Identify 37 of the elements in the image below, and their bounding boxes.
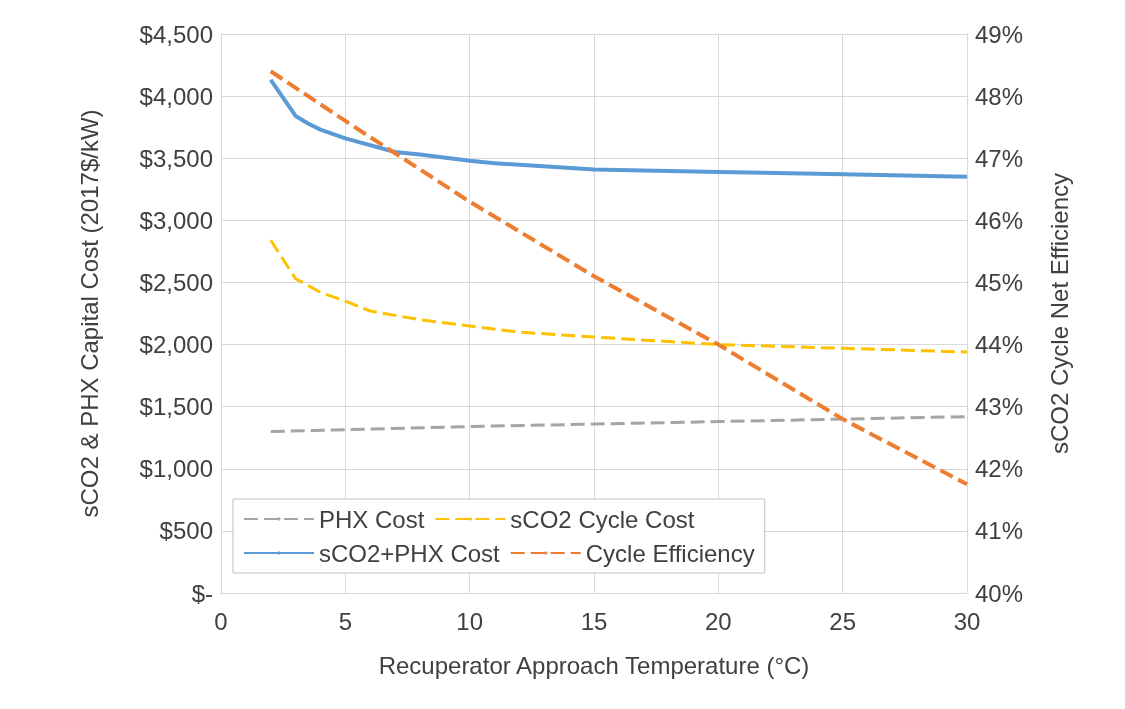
y-tick-label: $4,500 bbox=[139, 20, 213, 48]
y-tick-label: $1,000 bbox=[139, 455, 213, 483]
legend-label: sCO2 Cycle Cost bbox=[510, 505, 695, 533]
x-tick-label: 30 bbox=[953, 607, 981, 635]
y2-tick-label: 41% bbox=[975, 517, 1024, 545]
legend-label: PHX Cost bbox=[319, 505, 425, 533]
y-tick-label: $4,000 bbox=[139, 82, 213, 110]
y2-tick-label: 42% bbox=[975, 455, 1024, 483]
y2-tick-label: 40% bbox=[975, 579, 1024, 607]
x-tick-label: 5 bbox=[338, 607, 353, 635]
line-series bbox=[268, 77, 969, 179]
legend-label: Cycle Efficiency bbox=[585, 539, 755, 567]
x-tick-label: 15 bbox=[580, 607, 608, 635]
y-tick-label: $2,000 bbox=[139, 331, 213, 359]
x-tick-label: 25 bbox=[829, 607, 857, 635]
y2-tick-label: 43% bbox=[975, 393, 1024, 421]
y-tick-label: $2,500 bbox=[139, 268, 213, 296]
y2-tick-label: 46% bbox=[975, 206, 1024, 234]
legend-label: sCO2+PHX Cost bbox=[319, 539, 501, 567]
x-tick-label: 0 bbox=[214, 607, 228, 635]
y-tick-label: $3,500 bbox=[139, 144, 213, 172]
line-series bbox=[269, 238, 969, 354]
x-tick-label: 20 bbox=[704, 607, 732, 635]
x-tick-label: 10 bbox=[456, 607, 484, 635]
y2-tick-label: 44% bbox=[975, 331, 1024, 359]
y-axis-title: sCO2 & PHX Capital Cost (2017$/kW) bbox=[75, 109, 103, 518]
y2-tick-label: 48% bbox=[975, 82, 1024, 110]
y2-axis-title: sCO2 Cycle Net Efficiency bbox=[1045, 173, 1073, 454]
y2-tick-label: 45% bbox=[975, 268, 1024, 296]
y-tick-label: $- bbox=[191, 579, 213, 607]
y2-tick-label: 47% bbox=[975, 144, 1024, 172]
x-axis-title: Recuperator Approach Temperature (°C) bbox=[378, 651, 810, 679]
y-tick-label: $3,000 bbox=[139, 206, 213, 234]
y-tick-label: $500 bbox=[159, 517, 213, 545]
y2-tick-label: 49% bbox=[975, 20, 1024, 48]
line-series bbox=[268, 69, 969, 487]
y-tick-label: $1,500 bbox=[139, 393, 213, 421]
